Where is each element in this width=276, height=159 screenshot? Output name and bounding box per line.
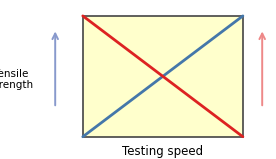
Text: Testing speed: Testing speed <box>122 145 203 158</box>
Polygon shape <box>83 16 243 137</box>
Text: Tensile
strength: Tensile strength <box>0 69 33 90</box>
